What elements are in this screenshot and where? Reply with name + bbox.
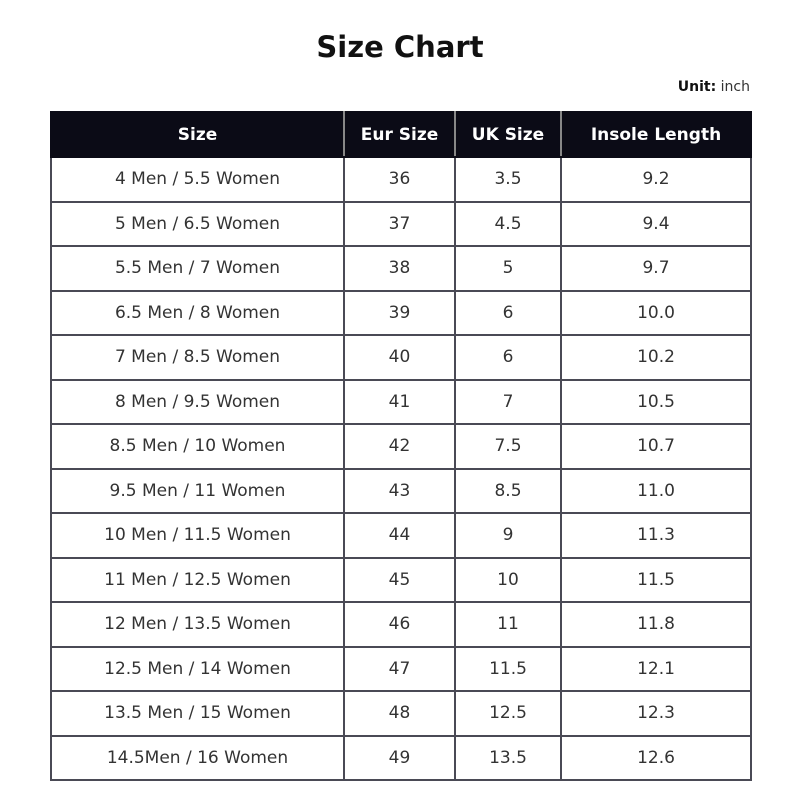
table-row: 5 Men / 6.5 Women 37 4.5 9.4: [50, 200, 752, 247]
cell-eur-size: 38: [343, 245, 456, 292]
table-row: 9.5 Men / 11 Women 43 8.5 11.0: [50, 467, 752, 514]
header-uk-size: UK Size: [454, 111, 562, 158]
cell-size: 13.5 Men / 15 Women: [50, 690, 345, 737]
cell-size: 8 Men / 9.5 Women: [50, 378, 345, 425]
cell-size: 11 Men / 12.5 Women: [50, 556, 345, 603]
unit-note: Unit: inch: [678, 79, 750, 95]
cell-uk-size: 8.5: [454, 467, 562, 514]
header-insole-length: Insole Length: [560, 111, 752, 158]
cell-size: 7 Men / 8.5 Women: [50, 334, 345, 381]
cell-size: 9.5 Men / 11 Women: [50, 467, 345, 514]
cell-insole-length: 11.8: [560, 601, 752, 648]
cell-eur-size: 36: [343, 156, 456, 203]
cell-uk-size: 9: [454, 512, 562, 559]
size-chart-table: Size Eur Size UK Size Insole Length 4 Me…: [50, 111, 752, 781]
cell-size: 4 Men / 5.5 Women: [50, 156, 345, 203]
unit-value: inch: [720, 79, 750, 95]
cell-insole-length: 12.6: [560, 734, 752, 781]
page-title: Size Chart: [316, 30, 484, 64]
cell-uk-size: 3.5: [454, 156, 562, 203]
cell-insole-length: 10.5: [560, 378, 752, 425]
cell-size: 8.5 Men / 10 Women: [50, 423, 345, 470]
cell-size: 5 Men / 6.5 Women: [50, 200, 345, 247]
cell-insole-length: 10.2: [560, 334, 752, 381]
header-size: Size: [50, 111, 345, 158]
cell-insole-length: 9.4: [560, 200, 752, 247]
cell-eur-size: 49: [343, 734, 456, 781]
table-row: 13.5 Men / 15 Women 48 12.5 12.3: [50, 690, 752, 737]
cell-size: 6.5 Men / 8 Women: [50, 289, 345, 336]
table-row: 7 Men / 8.5 Women 40 6 10.2: [50, 334, 752, 381]
table-row: 11 Men / 12.5 Women 45 10 11.5: [50, 556, 752, 603]
cell-insole-length: 10.0: [560, 289, 752, 336]
cell-eur-size: 37: [343, 200, 456, 247]
cell-eur-size: 47: [343, 645, 456, 692]
cell-eur-size: 46: [343, 601, 456, 648]
cell-uk-size: 7.5: [454, 423, 562, 470]
cell-uk-size: 12.5: [454, 690, 562, 737]
cell-insole-length: 10.7: [560, 423, 752, 470]
cell-eur-size: 43: [343, 467, 456, 514]
table-row: 6.5 Men / 8 Women 39 6 10.0: [50, 289, 752, 336]
table-row: 14.5Men / 16 Women 49 13.5 12.6: [50, 734, 752, 781]
unit-label: Unit:: [677, 79, 717, 95]
cell-eur-size: 42: [343, 423, 456, 470]
cell-eur-size: 44: [343, 512, 456, 559]
cell-uk-size: 6: [454, 334, 562, 381]
cell-uk-size: 11: [454, 601, 562, 648]
cell-insole-length: 9.2: [560, 156, 752, 203]
cell-insole-length: 12.3: [560, 690, 752, 737]
cell-insole-length: 12.1: [560, 645, 752, 692]
cell-insole-length: 11.0: [560, 467, 752, 514]
table-row: 12.5 Men / 14 Women 47 11.5 12.1: [50, 645, 752, 692]
cell-uk-size: 13.5: [454, 734, 562, 781]
table-row: 4 Men / 5.5 Women 36 3.5 9.2: [50, 156, 752, 203]
table-row: 10 Men / 11.5 Women 44 9 11.3: [50, 512, 752, 559]
cell-eur-size: 39: [343, 289, 456, 336]
cell-uk-size: 6: [454, 289, 562, 336]
cell-eur-size: 40: [343, 334, 456, 381]
cell-eur-size: 48: [343, 690, 456, 737]
cell-size: 10 Men / 11.5 Women: [50, 512, 345, 559]
table-row: 12 Men / 13.5 Women 46 11 11.8: [50, 601, 752, 648]
header-row: Size Eur Size UK Size Insole Length: [50, 111, 752, 158]
cell-eur-size: 41: [343, 378, 456, 425]
table-row: 5.5 Men / 7 Women 38 5 9.7: [50, 245, 752, 292]
cell-uk-size: 11.5: [454, 645, 562, 692]
cell-uk-size: 10: [454, 556, 562, 603]
header-eur-size: Eur Size: [343, 111, 456, 158]
cell-size: 5.5 Men / 7 Women: [50, 245, 345, 292]
cell-size: 12 Men / 13.5 Women: [50, 601, 345, 648]
cell-uk-size: 5: [454, 245, 562, 292]
table-row: 8.5 Men / 10 Women 42 7.5 10.7: [50, 423, 752, 470]
cell-insole-length: 11.5: [560, 556, 752, 603]
cell-size: 14.5Men / 16 Women: [50, 734, 345, 781]
cell-uk-size: 7: [454, 378, 562, 425]
cell-eur-size: 45: [343, 556, 456, 603]
table-row: 8 Men / 9.5 Women 41 7 10.5: [50, 378, 752, 425]
cell-size: 12.5 Men / 14 Women: [50, 645, 345, 692]
cell-insole-length: 11.3: [560, 512, 752, 559]
cell-insole-length: 9.7: [560, 245, 752, 292]
cell-uk-size: 4.5: [454, 200, 562, 247]
